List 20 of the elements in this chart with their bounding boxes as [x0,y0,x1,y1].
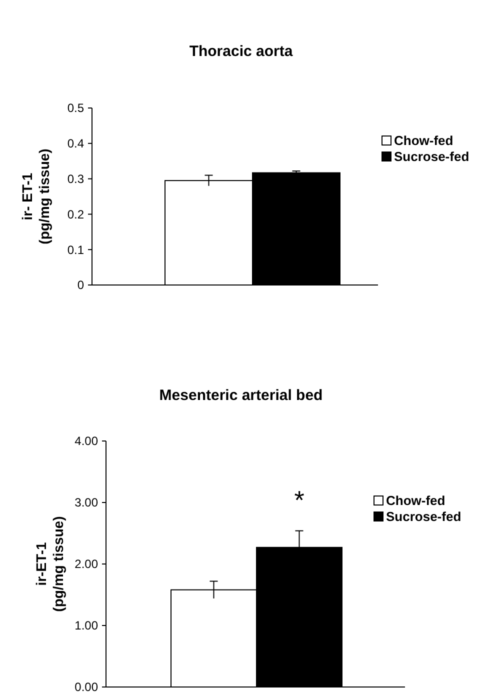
annotation: * [294,484,304,515]
y-tick-label: 0.5 [67,101,84,116]
y-tick-label: 2.00 [74,557,98,572]
y-tick-label: 0 [77,278,84,292]
y-tick-label: 0.4 [67,136,84,151]
y-tick-label: 0.1 [67,242,84,257]
y-tick-label: 0.2 [67,207,84,222]
y-tick-label: 0.00 [74,680,98,692]
y-tick-label: 4.00 [74,434,98,448]
y-tick-label: 1.00 [74,618,98,633]
legend-label: Sucrose-fed [386,509,462,524]
y-tick-label: 0.3 [67,172,84,186]
y-tick-label: 3.00 [74,496,98,510]
chart-title: Mesenteric arterial bed [159,387,323,404]
legend-label: Sucrose-fed [394,149,470,164]
y-axis-title: ir-ET-1 (pg/mg tissue) [33,516,66,612]
legend-label: Chow-fed [386,493,446,508]
y-axis-title: ir- ET-1 (pg/mg tissue) [19,148,52,244]
legend-label: Chow-fed [394,133,454,148]
chart-title: Thoracic aorta [189,43,294,60]
